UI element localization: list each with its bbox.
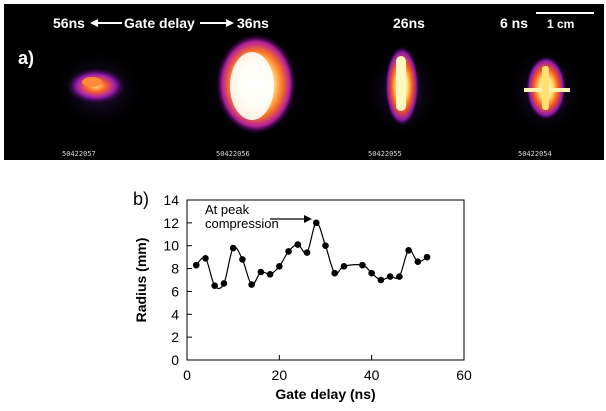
y-tick-label: 12 [163,215,179,231]
time-label-36: 36ns [237,15,269,31]
y-tick-label: 2 [171,329,179,345]
y-tick-label: 4 [171,306,179,322]
x-axis-label: Gate delay (ns) [275,386,375,402]
y-tick-label: 6 [171,283,179,299]
data-point [276,262,283,270]
data-point [294,241,302,248]
data-point [303,249,311,256]
panel-b-label: b) [133,189,150,209]
y-tick-label: 14 [163,192,179,208]
frame-id-2: 50422056 [216,150,250,158]
data-point [266,270,274,278]
data-point [211,282,218,290]
gate-delay-label: Gate delay [124,15,195,31]
frame-id-3: 50422055 [368,150,402,158]
y-tick-label: 0 [171,352,179,368]
data-point [239,256,246,263]
y-axis-label: Radius (mm) [133,238,149,323]
x-tick-label: 0 [183,367,191,383]
data-point [405,246,412,254]
data-point [368,269,375,277]
data-point [377,276,385,284]
time-label-56: 56ns [53,15,85,31]
annotation-text: At peak [205,202,250,217]
x-tick-label: 40 [364,367,380,383]
frame-id-1: 50422057 [62,150,96,158]
data-point [340,262,348,270]
data-point [359,261,366,269]
data-point [229,244,237,252]
time-label-26: 26ns [393,15,425,31]
data-point [312,219,320,227]
data-point [423,253,431,261]
data-point [202,254,209,262]
frame-id-4: 50422054 [518,150,552,158]
scale-bar-label: 1 cm [547,17,575,31]
x-tick-label: 20 [272,367,288,383]
time-label-6: 6 ns [500,15,529,31]
plasma-images [51,12,594,146]
data-point [257,268,265,276]
panel-a-label: a) [18,48,35,68]
data-point [331,269,339,277]
plot-frame [186,199,465,361]
data-point [285,248,292,255]
data-point [386,273,394,280]
data-point [248,281,255,288]
x-tick-label: 60 [456,367,472,383]
data-point [220,280,228,287]
image-strip: 56ns Gate delay 36ns 26ns 6 ns 1 cm a) 5… [4,4,604,160]
y-tick-label: 10 [163,238,179,254]
data-point [414,258,422,266]
data-point [322,242,329,250]
annotation-text: compression [205,216,279,231]
data-point [192,261,200,269]
y-tick-label: 8 [171,261,179,277]
data-point [396,273,403,280]
annotation-arrowhead [304,215,312,223]
